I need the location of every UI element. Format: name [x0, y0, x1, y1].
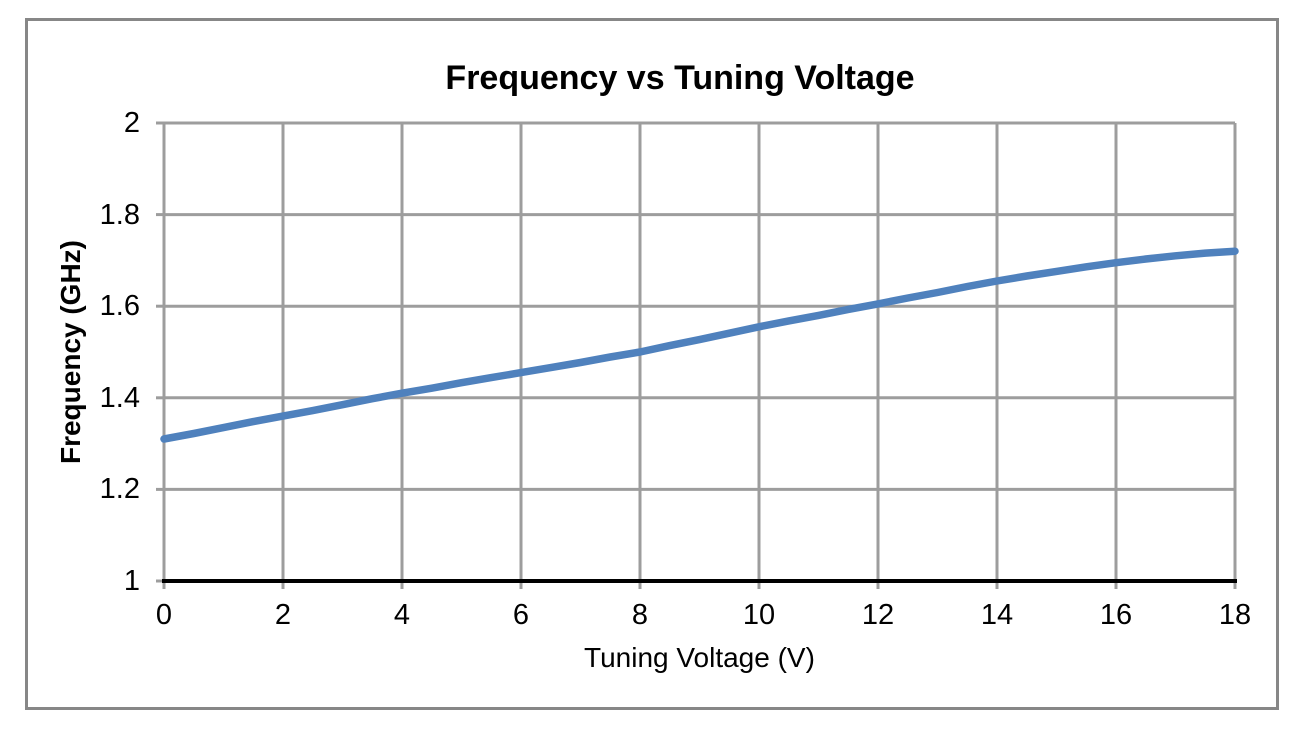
y-tick-label: 1.6	[99, 290, 140, 323]
x-axis-title: Tuning Voltage (V)	[584, 642, 815, 673]
x-tick-label: 12	[861, 599, 895, 631]
x-tick-label: 16	[1099, 599, 1133, 631]
x-tick-label: 0	[155, 599, 173, 631]
y-axis-title: Frequency (GHz)	[55, 239, 86, 465]
y-tick-label: 2	[123, 107, 140, 139]
x-tick-label: 6	[512, 599, 530, 631]
chart-title: Frequency vs Tuning Voltage	[445, 59, 915, 97]
y-tick-label: 1.4	[99, 381, 140, 414]
x-tick-label: 8	[631, 599, 649, 631]
chart-frame	[25, 18, 1279, 710]
y-tick-label: 1	[123, 565, 140, 597]
y-tick-label: 1.2	[99, 473, 140, 506]
x-tick-label: 18	[1218, 599, 1252, 631]
x-tick-label: 10	[742, 599, 776, 631]
x-tick-label: 14	[980, 599, 1014, 631]
line-chart-svg	[156, 121, 1239, 589]
x-tick-label: 4	[393, 599, 411, 631]
plot-area	[156, 121, 1239, 589]
x-tick-label: 2	[274, 599, 292, 631]
y-tick-label: 1.8	[99, 198, 140, 231]
